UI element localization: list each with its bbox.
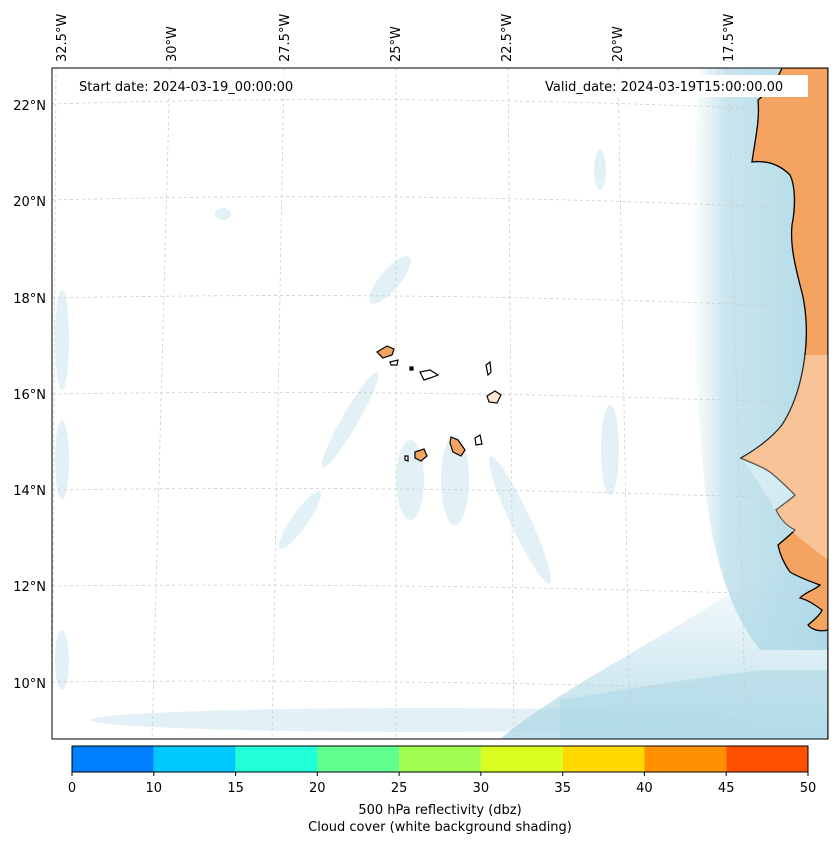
lat-label-14n: 14°N bbox=[13, 484, 46, 499]
colorbar-segment-0 bbox=[72, 746, 154, 772]
lon-label-27-5w: 27.5°W bbox=[278, 14, 293, 62]
lat-label-10n: 10°N bbox=[13, 677, 46, 692]
longitude-labels: 32.5°W 30°W 27.5°W 25°W 22.5°W 20°W 17.5… bbox=[55, 14, 737, 62]
colorbar-label-cloud-cover: Cloud cover (white background shading) bbox=[308, 820, 572, 835]
lat-label-16n: 16°N bbox=[13, 388, 46, 403]
colorbar-tick-35: 35 bbox=[554, 781, 571, 796]
colorbar-tick-0: 0 bbox=[68, 781, 76, 796]
latitude-labels: 22°N 20°N 18°N 16°N 14°N 12°N 10°N bbox=[13, 99, 46, 692]
colorbar-segment-2 bbox=[235, 746, 318, 772]
colorbar-segment-7 bbox=[644, 746, 727, 772]
lon-label-30w: 30°W bbox=[165, 26, 180, 62]
colorbar-segment-5 bbox=[480, 746, 563, 772]
lon-label-25w: 25°W bbox=[389, 26, 404, 62]
colorbar-tick-25: 25 bbox=[391, 781, 408, 796]
colorbar-tick-20: 20 bbox=[309, 781, 326, 796]
colorbar-segment-4 bbox=[399, 746, 481, 772]
colorbar: 0 10 15 20 25 30 35 40 45 50 500 hPa ref… bbox=[68, 745, 817, 835]
lat-label-18n: 18°N bbox=[13, 292, 46, 307]
africa-coast bbox=[739, 68, 828, 739]
colorbar-tick-15: 15 bbox=[227, 781, 244, 796]
colorbar-tick-30: 30 bbox=[473, 781, 490, 796]
lon-label-22-5w: 22.5°W bbox=[500, 14, 515, 62]
colorbar-tick-45: 45 bbox=[718, 781, 735, 796]
colorbar-tick-50: 50 bbox=[800, 781, 817, 796]
colorbar-segment-1 bbox=[153, 746, 236, 772]
colorbar-segment-8 bbox=[726, 746, 808, 772]
start-date-text: Start date: 2024-03-19_00:00:00 bbox=[79, 80, 293, 95]
lat-label-22n: 22°N bbox=[13, 99, 46, 114]
lat-label-20n: 20°N bbox=[13, 195, 46, 210]
colorbar-segment-3 bbox=[317, 746, 400, 772]
lat-label-12n: 12°N bbox=[13, 580, 46, 595]
graticule bbox=[52, 68, 828, 739]
lon-label-17-5w: 17.5°W bbox=[722, 14, 737, 62]
colorbar-border bbox=[71, 745, 809, 773]
map-border bbox=[51, 67, 829, 740]
valid-date-text: Valid_date: 2024-03-19T15:00:00.00 bbox=[545, 80, 783, 95]
colorbar-segment-6 bbox=[562, 746, 645, 772]
colorbar-label-reflectivity: 500 hPa reflectivity (dbz) bbox=[358, 803, 521, 818]
lon-label-20w: 20°W bbox=[611, 26, 626, 62]
africa-cloud-overlay bbox=[741, 355, 828, 560]
start-date-box bbox=[72, 75, 314, 97]
lon-label-32-5w: 32.5°W bbox=[55, 14, 70, 62]
valid-date-box bbox=[540, 75, 808, 97]
colorbar-tick-10: 10 bbox=[146, 781, 163, 796]
colorbar-tick-40: 40 bbox=[636, 781, 653, 796]
cloud-band-southwest bbox=[560, 670, 828, 739]
cape-verde-islands bbox=[376, 345, 502, 462]
